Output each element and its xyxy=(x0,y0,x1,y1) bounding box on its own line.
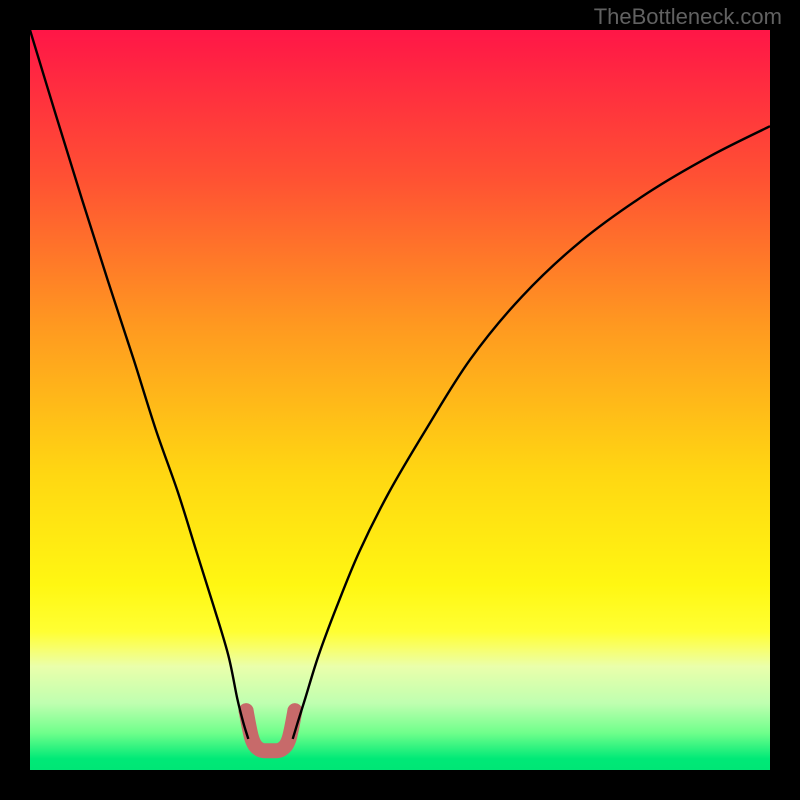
bottleneck-chart xyxy=(0,0,800,800)
plot-background xyxy=(30,30,770,770)
watermark-text: TheBottleneck.com xyxy=(594,4,782,30)
chart-container: TheBottleneck.com xyxy=(0,0,800,800)
